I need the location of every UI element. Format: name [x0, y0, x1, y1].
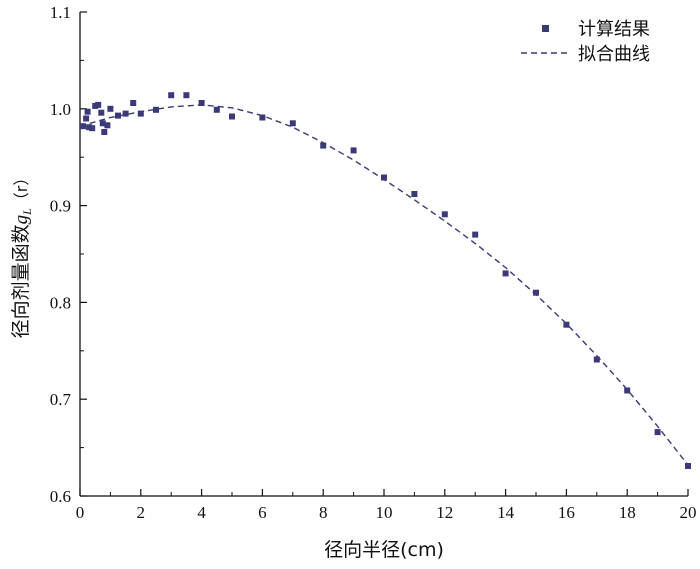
legend-label-fit: 拟合曲线 — [578, 44, 650, 65]
data-point — [213, 106, 220, 113]
data-points-layer — [80, 92, 691, 469]
data-point — [593, 356, 600, 363]
y-axis-title-g: g — [11, 215, 32, 225]
data-point — [89, 125, 96, 132]
data-point — [624, 387, 631, 394]
x-tick-label: 4 — [197, 503, 206, 522]
data-point — [183, 92, 190, 99]
data-point — [502, 270, 509, 277]
data-point — [84, 108, 91, 115]
x-tick-label: 6 — [258, 503, 267, 522]
y-axis-title-r: （r） — [12, 170, 31, 209]
x-tick-label: 12 — [436, 503, 453, 522]
x-tick-label: 16 — [558, 503, 575, 522]
x-tick-label: 0 — [76, 503, 85, 522]
legend: 计算结果 拟合曲线 — [521, 19, 650, 65]
data-point — [99, 120, 106, 127]
data-point — [259, 114, 266, 121]
y-tick-label: 0.9 — [50, 197, 71, 216]
tick-marks — [79, 11, 689, 497]
data-point — [168, 92, 175, 99]
data-point — [441, 211, 448, 218]
data-point — [685, 463, 691, 469]
x-tick-label: 8 — [319, 503, 328, 522]
data-point — [107, 105, 114, 112]
data-point — [130, 100, 137, 106]
data-point — [122, 110, 129, 117]
data-point — [98, 109, 105, 116]
tick-labels: 0 2 4 6 8 10 12 14 16 18 20 0.6 0.7 0.8 0.9 1.0 1.1 — [50, 3, 697, 522]
data-point — [83, 115, 90, 122]
data-point — [101, 129, 108, 135]
x-tick-label: 20 — [680, 503, 697, 522]
y-tick-label: 1.0 — [50, 100, 71, 119]
data-point — [86, 124, 93, 131]
data-point — [137, 110, 144, 117]
fit-curve-line — [79, 104, 689, 466]
data-point — [381, 174, 387, 181]
fit-curve-layer — [79, 104, 689, 466]
data-point — [289, 120, 296, 127]
data-point — [229, 113, 235, 120]
y-axis-title-sub: L — [20, 208, 34, 216]
x-tick-label: 18 — [619, 503, 636, 522]
data-point — [654, 429, 661, 436]
data-point — [115, 112, 121, 119]
axes — [79, 12, 688, 497]
data-point — [80, 123, 86, 130]
data-point — [95, 101, 102, 108]
data-point — [198, 100, 205, 106]
data-point — [533, 289, 539, 296]
y-tick-label: 1.1 — [50, 3, 71, 22]
x-tick-label: 2 — [137, 503, 146, 522]
y-tick-label: 0.7 — [50, 390, 72, 409]
y-tick-label: 0.6 — [50, 487, 71, 506]
y-axis-title: 径向剂量函数gL（r） — [10, 170, 34, 339]
legend-marker-computed — [542, 25, 549, 32]
x-tick-label: 14 — [497, 503, 515, 522]
data-point — [411, 191, 418, 197]
data-point — [563, 321, 570, 328]
data-point — [153, 106, 159, 113]
x-tick-label: 10 — [376, 503, 393, 522]
data-point — [472, 231, 479, 238]
y-axis-title-main: 径向剂量函数 — [10, 224, 32, 338]
data-point — [104, 122, 111, 129]
legend-label-computed: 计算结果 — [578, 19, 650, 40]
y-tick-label: 0.8 — [50, 293, 71, 312]
data-point — [350, 147, 357, 154]
data-point — [320, 142, 327, 149]
x-axis-title: 径向半径(cm) — [324, 539, 444, 561]
